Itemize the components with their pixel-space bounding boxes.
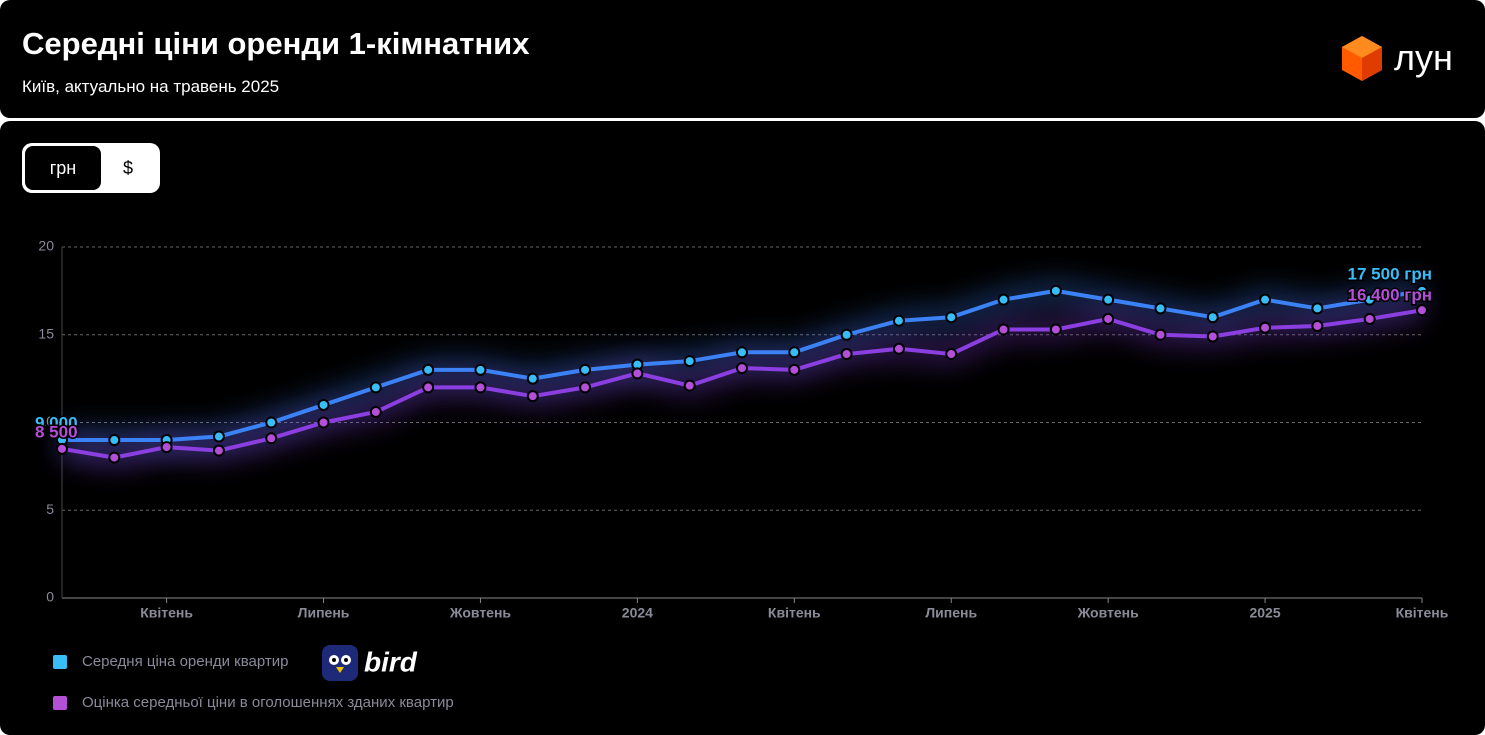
x-tick-label: 2025 — [1249, 605, 1280, 621]
point — [683, 355, 696, 368]
value-label: 17 500 грн — [1348, 264, 1432, 283]
sponsor-logo: bird — [322, 645, 418, 681]
y-tick-label: 20 — [38, 238, 54, 254]
point — [160, 441, 173, 454]
y-tick-label: 10 — [38, 413, 54, 429]
value-label: 8 500 — [35, 422, 78, 441]
header: Середні ціни оренди 1-кімнатних Київ, ак… — [0, 0, 1485, 118]
point — [997, 323, 1010, 336]
point — [369, 381, 382, 394]
point — [1311, 302, 1324, 315]
x-tick-label: Квітень — [768, 605, 821, 621]
point — [1154, 302, 1167, 315]
point — [736, 346, 748, 359]
point — [945, 311, 958, 324]
point — [840, 328, 853, 341]
point — [631, 367, 644, 380]
point — [1049, 284, 1062, 297]
point — [1259, 293, 1272, 306]
subtitle: Київ, актуально на травень 2025 — [22, 77, 280, 96]
legend-label: Середня ціна оренди квартир — [82, 653, 289, 670]
point — [422, 381, 435, 394]
point — [317, 416, 330, 429]
legend-label: Оцінка середньої ціни в оголошеннях здан… — [82, 694, 454, 711]
logo-text: лун — [1394, 37, 1453, 78]
point — [1102, 293, 1115, 306]
legend-swatch — [53, 696, 67, 710]
x-tick-label: Жовтень — [449, 605, 512, 621]
x-tick-label: Квітень — [140, 605, 193, 621]
point — [892, 342, 905, 355]
point — [369, 405, 382, 418]
point — [422, 363, 435, 376]
legend-swatch — [53, 655, 67, 669]
point — [474, 381, 487, 394]
point — [474, 363, 487, 376]
point — [526, 372, 539, 385]
x-tick-label: Жовтень — [1077, 605, 1140, 621]
point — [579, 381, 592, 394]
point — [579, 363, 592, 376]
point — [892, 314, 905, 327]
x-tick-label: Квітень — [1396, 605, 1449, 621]
logo-cube — [1342, 36, 1382, 81]
point — [1416, 304, 1428, 317]
point — [736, 362, 748, 375]
point — [945, 348, 958, 361]
point — [840, 348, 853, 361]
x-tick-label: Липень — [298, 605, 350, 621]
point — [1102, 312, 1115, 325]
point — [1416, 284, 1428, 297]
point — [212, 430, 225, 443]
point — [1363, 312, 1376, 325]
y-tick-label: 0 — [46, 589, 54, 605]
point — [265, 432, 278, 445]
y-tick-label: 5 — [46, 501, 54, 517]
y-tick-label: 15 — [38, 325, 54, 341]
point — [1154, 328, 1167, 341]
point — [317, 398, 330, 411]
point — [526, 390, 539, 403]
point — [56, 442, 68, 455]
point — [108, 451, 121, 464]
x-tick-label: 2024 — [622, 605, 653, 621]
x-tick-label: Липень — [925, 605, 977, 621]
point — [1259, 321, 1272, 334]
value-label: 9 000 — [35, 414, 78, 433]
toggle-option[interactable]: $ — [122, 158, 133, 178]
currency-toggle: грн $ — [22, 143, 160, 193]
point — [788, 363, 801, 376]
point — [1311, 319, 1324, 332]
logo: лун — [1340, 34, 1453, 82]
point — [997, 293, 1010, 306]
point — [1049, 323, 1062, 336]
sponsor-text: bird — [364, 646, 418, 677]
point — [265, 416, 278, 429]
point — [212, 444, 225, 457]
point — [1206, 330, 1219, 343]
toggle-option[interactable]: грн — [25, 146, 101, 190]
point — [1206, 311, 1219, 324]
value-label: 16 400 грн — [1348, 286, 1432, 305]
title: Середні ціни оренди 1-кімнатних — [22, 26, 530, 61]
point — [108, 434, 121, 447]
point — [683, 379, 696, 392]
point — [1363, 293, 1376, 306]
point — [788, 346, 801, 359]
